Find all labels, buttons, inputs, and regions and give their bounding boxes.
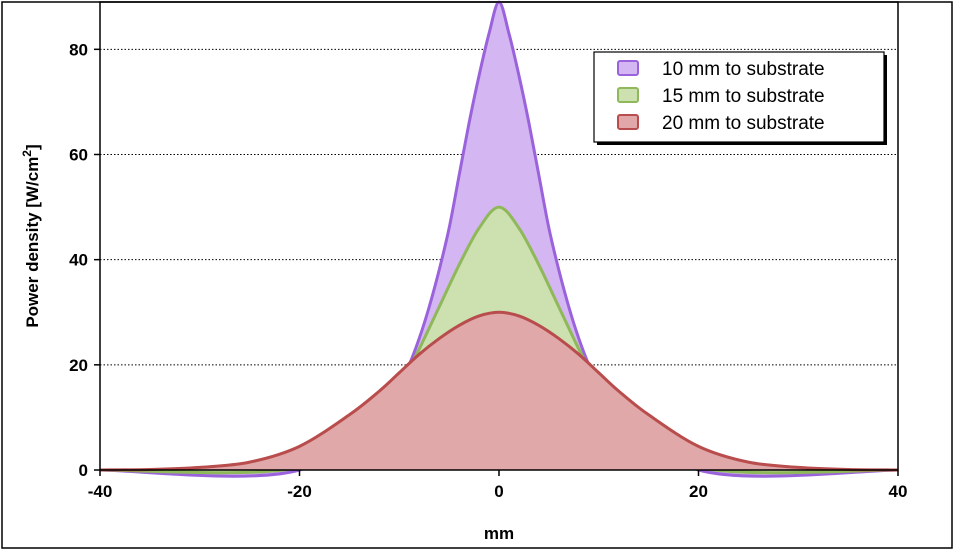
y-axis-label-tail: ] <box>23 144 42 150</box>
x-tick-label: 0 <box>494 482 503 501</box>
y-tick-label: 60 <box>69 145 88 164</box>
legend-label-2: 15 mm to substrate <box>662 86 825 107</box>
legend-box <box>593 51 885 143</box>
x-tick-label: 20 <box>689 482 708 501</box>
legend-swatch-2 <box>617 87 639 103</box>
y-tick-label: 0 <box>79 461 88 480</box>
x-tick-label: 40 <box>889 482 908 501</box>
legend-label-3: 20 mm to substrate <box>662 113 825 134</box>
y-tick-label: 40 <box>69 251 88 270</box>
legend-swatch-3 <box>617 114 639 130</box>
legend: 10 mm to substrate 15 mm to substrate 20 m… <box>593 51 887 145</box>
y-tick-label: 20 <box>69 356 88 375</box>
y-tick-label: 80 <box>69 40 88 59</box>
legend-label-1: 10 mm to substrate <box>662 59 825 80</box>
x-tick-label: -20 <box>287 482 312 501</box>
y-axis-label: Power density [W/cm2] <box>20 144 42 327</box>
series-area-3 <box>100 312 898 470</box>
x-tick-label: -40 <box>88 482 113 501</box>
y-axis-label-main: Power density [W/cm <box>23 157 42 328</box>
series-line-3 <box>99 310 899 472</box>
axes: -40 -20 0 20 40 0 20 40 60 80 <box>69 40 907 501</box>
x-axis-label: mm <box>484 524 514 543</box>
legend-swatch-1 <box>617 60 639 76</box>
y-axis-label-sup: 2 <box>20 150 34 157</box>
